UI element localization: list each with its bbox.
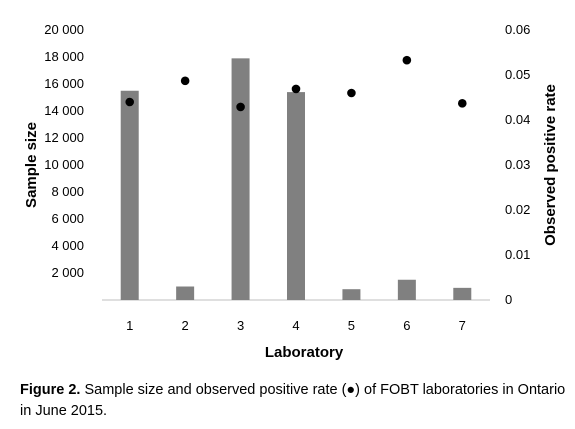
y-tick-label: 10 000: [44, 157, 84, 172]
x-tick-label: 2: [182, 318, 189, 333]
y2-tick-label: 0.05: [505, 67, 530, 82]
bar: [176, 286, 195, 300]
y-axis-title: Sample size: [23, 122, 40, 208]
y-tick-label: 6 000: [51, 211, 84, 226]
y2-axis-title: Observed positive rate: [542, 84, 559, 246]
y2-tick-label: 0.06: [505, 22, 530, 37]
y-tick-label: 16 000: [44, 76, 84, 91]
y2-tick-label: 0: [505, 292, 512, 307]
caption-text: Sample size and observed positive rate (…: [20, 382, 566, 419]
y-tick-label: 2 000: [51, 265, 84, 280]
x-tick-label: 5: [348, 318, 355, 333]
data-point: [291, 84, 301, 94]
y-tick-label: 18 000: [44, 49, 84, 64]
data-point: [180, 76, 190, 86]
x-tick-label: 3: [237, 318, 244, 333]
data-point: [402, 55, 412, 65]
y-tick-label: 20 000: [44, 22, 84, 37]
bar: [342, 289, 361, 300]
bar: [287, 92, 305, 300]
bar: [120, 90, 139, 300]
x-tick-label: 7: [459, 318, 466, 333]
figure-caption: Figure 2. Sample size and observed posit…: [20, 380, 568, 422]
y2-tick-label: 0.01: [505, 247, 530, 262]
bar: [453, 287, 472, 300]
bar: [397, 279, 416, 300]
data-point: [236, 102, 245, 112]
x-tick-label: 6: [403, 318, 410, 333]
x-tick-label: 4: [292, 318, 299, 333]
data-point: [457, 99, 467, 108]
y2-tick-label: 0.04: [505, 112, 530, 127]
x-axis-title: Laboratory: [265, 344, 344, 361]
y-tick-label: 14 000: [44, 103, 84, 118]
data-point: [125, 97, 135, 107]
y2-tick-label: 0.03: [505, 157, 530, 172]
x-tick-label: 1: [126, 318, 133, 333]
y-tick-label: 12 000: [44, 130, 84, 145]
figure-label: Figure 2.: [20, 382, 81, 398]
chart: 2 000 4 000 6 000 8 000 10 000 12 000 14 000 16…: [23, 22, 559, 361]
y-tick-label: 4 000: [51, 238, 84, 253]
y-tick-label: 8 000: [51, 184, 84, 199]
bar: [231, 58, 250, 300]
data-point: [347, 88, 356, 98]
y2-tick-label: 0.02: [505, 202, 530, 217]
